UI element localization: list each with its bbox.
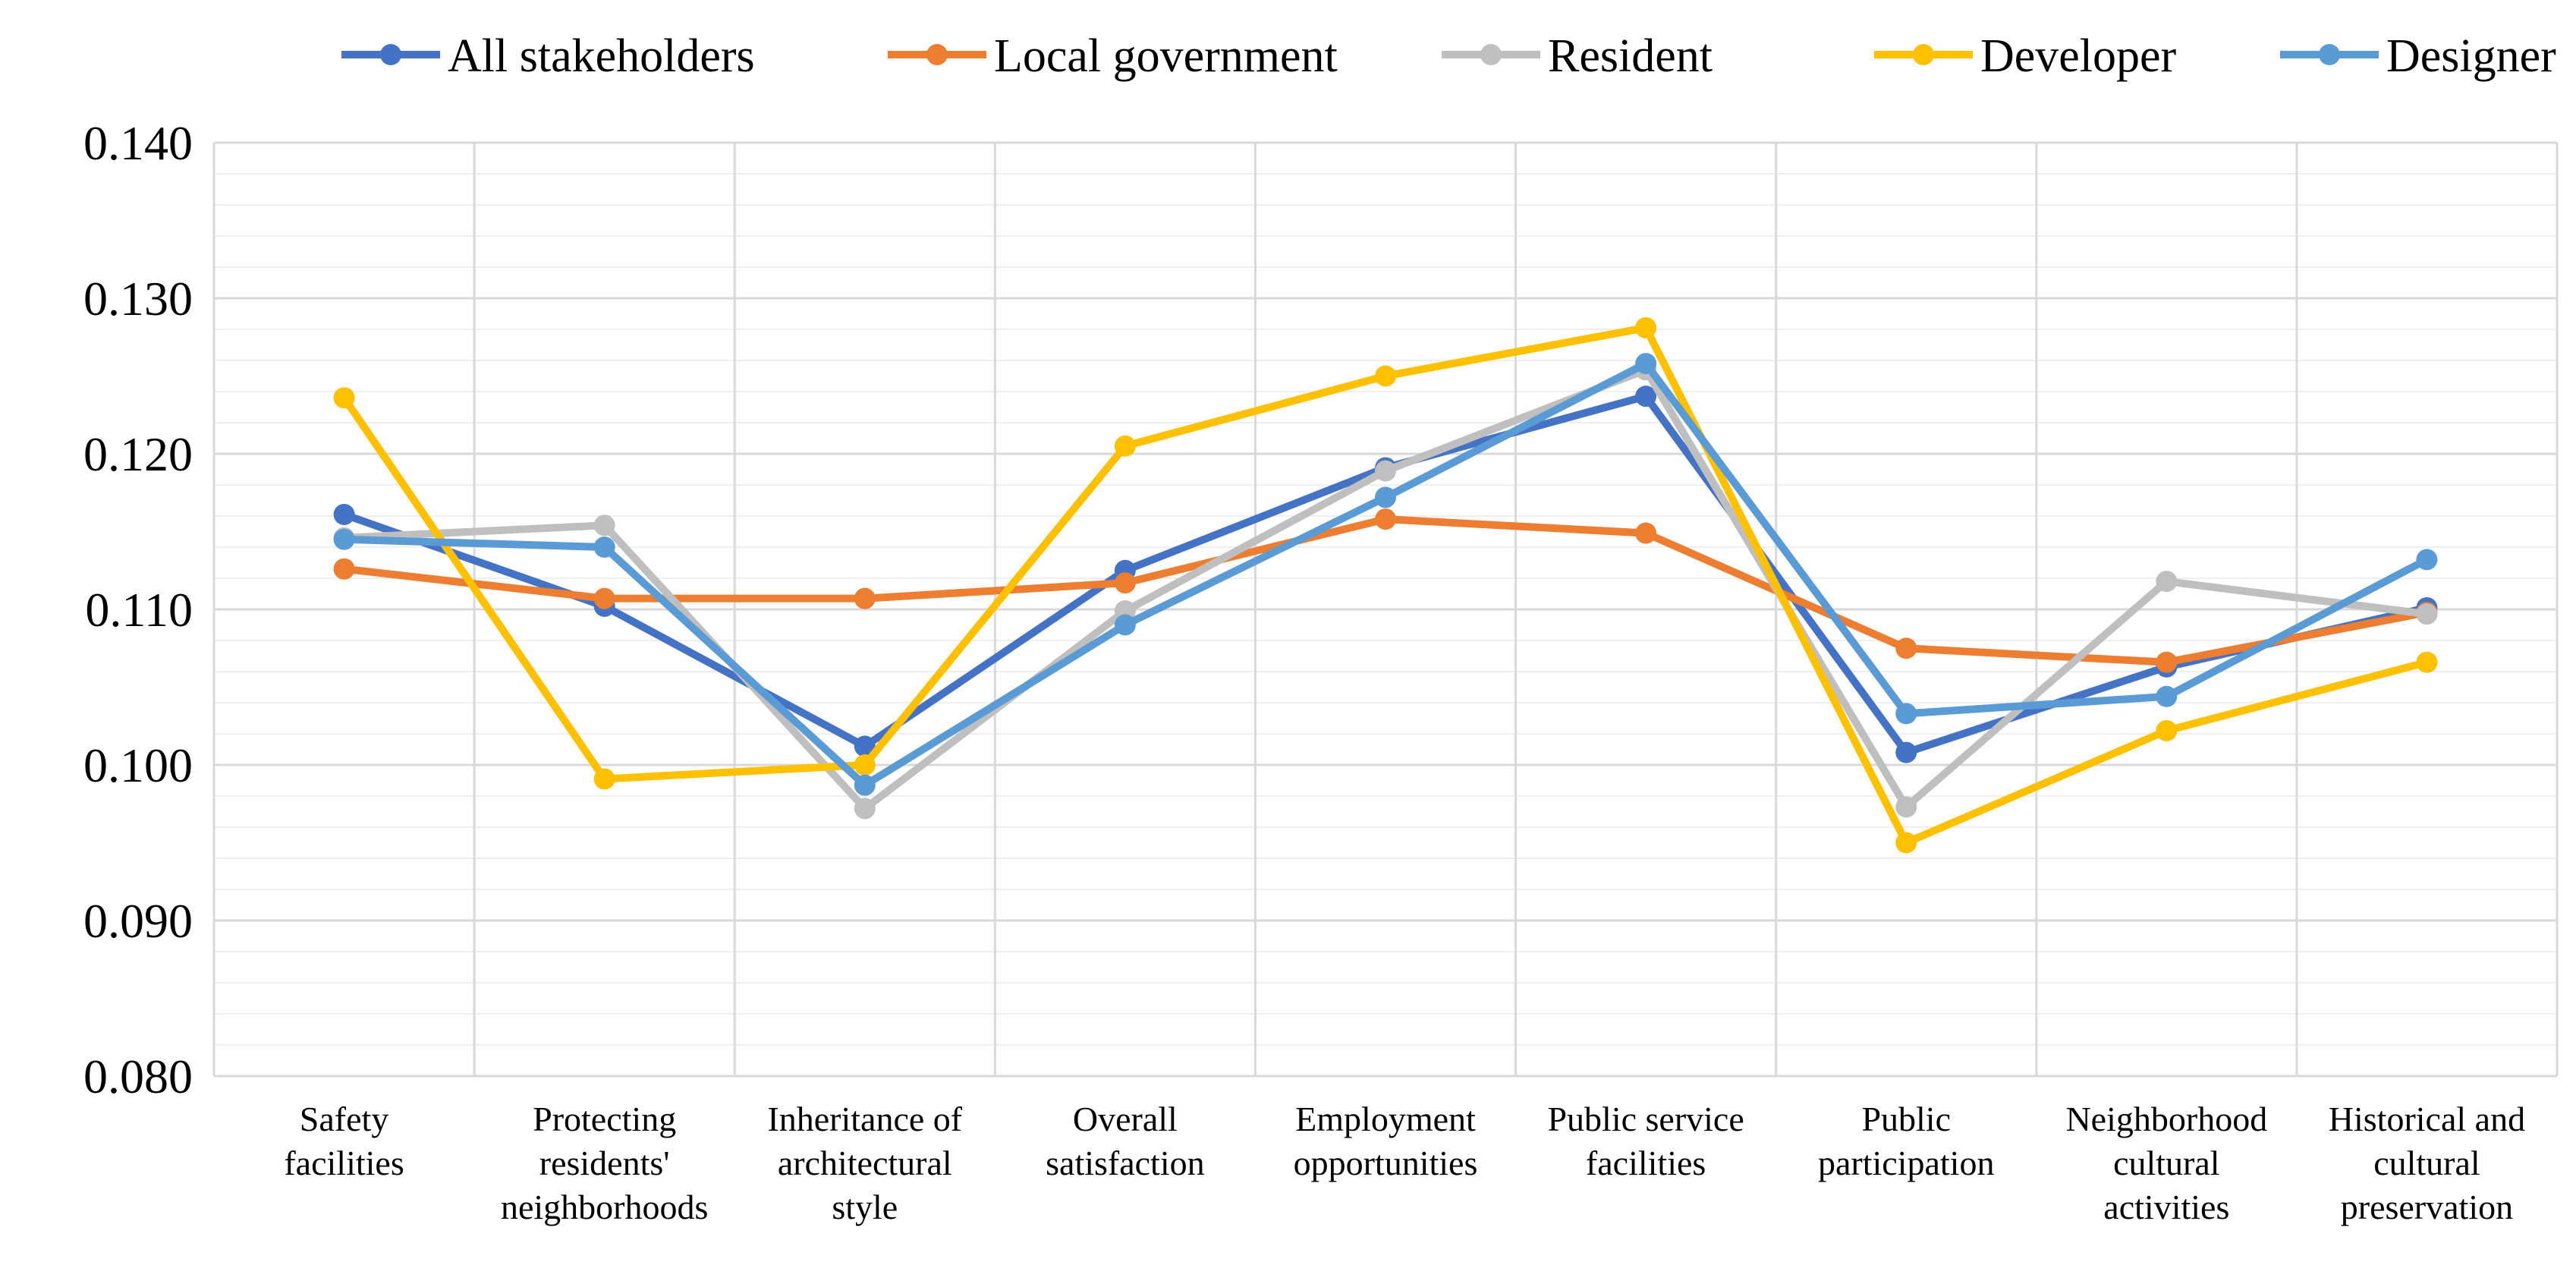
data-point bbox=[333, 558, 355, 580]
y-tick-label: 0.140 bbox=[83, 116, 193, 170]
data-point bbox=[2156, 719, 2178, 741]
y-tick-label: 0.080 bbox=[83, 1050, 193, 1103]
data-point bbox=[1895, 796, 1917, 818]
y-tick-label: 0.120 bbox=[83, 427, 193, 481]
data-point bbox=[593, 587, 615, 609]
legend-item: Designer bbox=[2280, 30, 2556, 82]
data-point bbox=[333, 503, 355, 525]
data-point bbox=[2156, 685, 2178, 707]
data-point bbox=[333, 387, 355, 409]
legend-label: Designer bbox=[2386, 30, 2556, 82]
data-point bbox=[854, 587, 876, 609]
data-point bbox=[593, 537, 615, 558]
data-point bbox=[1895, 637, 1917, 659]
data-point bbox=[1375, 486, 1396, 508]
x-tick-label: Protecting residents' neighborhoods bbox=[501, 1100, 708, 1226]
gridlines bbox=[212, 141, 2559, 1078]
series-line bbox=[340, 360, 2431, 789]
data-point bbox=[593, 515, 615, 537]
y-tick-label: 0.110 bbox=[85, 583, 193, 637]
data-point bbox=[854, 735, 876, 757]
x-tick-label: Safety facilities bbox=[284, 1100, 404, 1182]
data-point bbox=[2416, 549, 2438, 571]
series-lines bbox=[333, 316, 2438, 854]
x-tick-label: Employment opportunities bbox=[1294, 1100, 1478, 1182]
data-point bbox=[854, 774, 876, 796]
data-point bbox=[2156, 651, 2178, 673]
data-point bbox=[1635, 386, 1657, 408]
data-point bbox=[2416, 603, 2438, 625]
data-point bbox=[2416, 651, 2438, 673]
data-point bbox=[593, 768, 615, 790]
data-point bbox=[1635, 316, 1657, 338]
y-tick-label: 0.090 bbox=[83, 894, 193, 948]
x-axis-ticks: Safety facilities Protecting residents' neig… bbox=[284, 1100, 2525, 1226]
data-point bbox=[1375, 365, 1396, 387]
data-point bbox=[1635, 522, 1657, 544]
data-point bbox=[1114, 435, 1136, 457]
legend-item: Local government bbox=[888, 30, 1338, 82]
legend-item: Resident bbox=[1442, 30, 1713, 82]
data-point bbox=[1375, 508, 1396, 530]
data-point bbox=[1635, 353, 1657, 375]
data-point bbox=[1375, 460, 1396, 482]
legend-label: Local government bbox=[994, 30, 1338, 82]
y-axis-ticks: 0.080 0.090 0.100 0.110 0.120 0.130 0.140 bbox=[83, 116, 193, 1103]
x-tick-label: Historical and cultural preservation bbox=[2329, 1100, 2525, 1226]
data-point bbox=[854, 798, 876, 820]
legend-marker bbox=[2319, 44, 2340, 65]
x-tick-label: Public service facilities bbox=[1547, 1100, 1744, 1182]
y-tick-label: 0.100 bbox=[83, 738, 193, 792]
legend-marker bbox=[926, 44, 948, 65]
data-point bbox=[1114, 572, 1136, 594]
legend-label: All stakeholders bbox=[448, 30, 755, 82]
legend-marker bbox=[1480, 44, 1502, 65]
legend: All stakeholders Local government Resident… bbox=[341, 30, 2556, 82]
x-tick-label: Public participation bbox=[1818, 1100, 1994, 1182]
legend-marker bbox=[1913, 44, 1934, 65]
series-developer bbox=[333, 316, 2438, 854]
series-designer bbox=[333, 353, 2438, 796]
x-tick-label: Overall satisfaction bbox=[1046, 1100, 1205, 1182]
x-tick-label: Neighborhood cultural activities bbox=[2065, 1100, 2267, 1226]
legend-label: Resident bbox=[1548, 30, 1713, 82]
data-point bbox=[854, 754, 876, 776]
legend-item: All stakeholders bbox=[341, 30, 755, 82]
data-point bbox=[1895, 703, 1917, 725]
data-point bbox=[333, 528, 355, 550]
data-point bbox=[2156, 571, 2178, 593]
x-tick-label: Inheritance of architectural style bbox=[767, 1100, 962, 1226]
legend-item: Developer bbox=[1874, 30, 2177, 82]
data-point bbox=[1895, 741, 1917, 763]
data-point bbox=[1895, 832, 1917, 854]
y-tick-label: 0.130 bbox=[83, 272, 193, 326]
series-line bbox=[340, 366, 2431, 813]
legend-marker bbox=[380, 44, 401, 65]
legend-label: Developer bbox=[1980, 30, 2177, 82]
data-point bbox=[1114, 614, 1136, 636]
